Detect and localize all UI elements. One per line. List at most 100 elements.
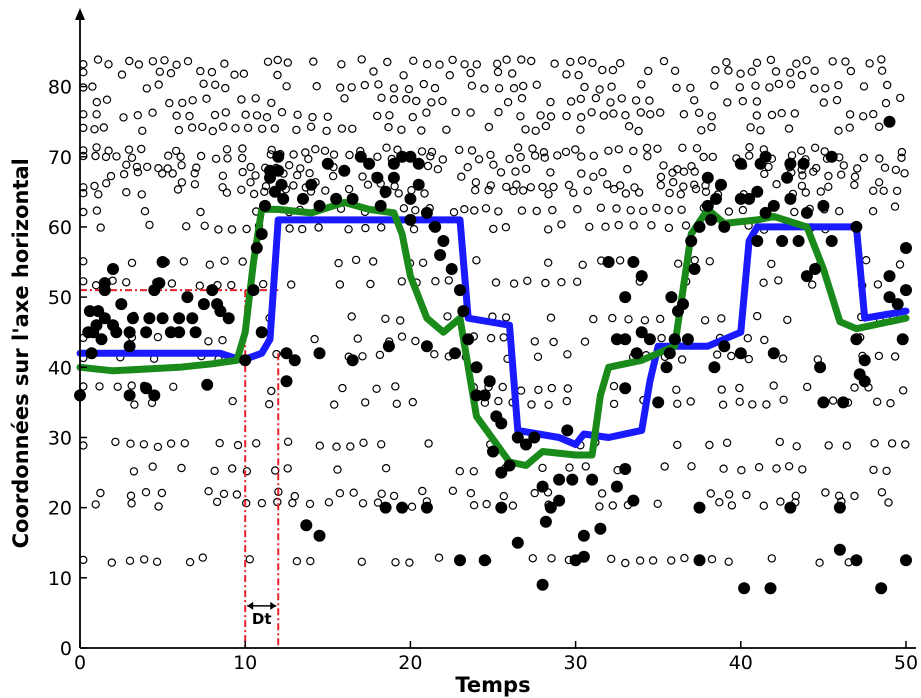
open-marker [832, 95, 842, 105]
open-marker [408, 112, 417, 122]
open-marker [547, 383, 557, 393]
open-marker [532, 206, 541, 216]
open-marker [653, 144, 662, 153]
filled-point [264, 164, 276, 177]
open-marker [519, 186, 528, 195]
filled-point [280, 375, 293, 388]
open-marker [314, 223, 323, 232]
open-marker [553, 151, 562, 160]
open-marker [747, 67, 757, 76]
open-marker [679, 182, 688, 191]
open-marker [369, 67, 378, 76]
filled-point [511, 431, 524, 444]
open-marker [841, 57, 850, 66]
open-marker [664, 223, 674, 233]
filled-point [250, 242, 263, 254]
open-marker [270, 124, 279, 133]
open-marker [791, 491, 801, 500]
open-marker [94, 190, 103, 199]
open-marker [96, 488, 105, 498]
y-tick-label: 80 [48, 77, 72, 99]
open-marker [708, 152, 718, 162]
open-marker [752, 58, 762, 68]
filled-point [354, 150, 367, 163]
open-marker [676, 190, 686, 199]
open-marker [187, 123, 197, 132]
filled-point [321, 157, 334, 170]
open-marker [196, 151, 206, 161]
open-marker [196, 66, 205, 76]
filled-point [470, 389, 483, 402]
open-marker [220, 256, 229, 265]
open-marker [760, 169, 769, 179]
open-marker [589, 314, 598, 324]
y-tick-label: 40 [48, 357, 72, 379]
filled-point [817, 199, 830, 212]
open-marker [746, 123, 755, 132]
open-marker [301, 148, 310, 157]
open-marker [222, 145, 232, 154]
open-marker [636, 108, 646, 117]
filled-point [825, 235, 838, 247]
open-marker [430, 83, 440, 93]
open-marker [865, 59, 874, 68]
open-marker [198, 122, 207, 132]
open-marker [589, 151, 599, 160]
open-marker [845, 110, 855, 119]
open-marker [508, 69, 517, 78]
open-marker [168, 169, 177, 178]
filled-point [214, 305, 227, 318]
filled-point [536, 480, 549, 493]
open-marker [208, 126, 217, 136]
open-marker [546, 112, 556, 121]
open-marker [427, 98, 436, 107]
open-marker [237, 185, 246, 194]
filled-point [153, 277, 166, 290]
open-marker [548, 205, 557, 215]
open-marker [798, 465, 807, 474]
open-marker [573, 204, 582, 214]
filled-point [896, 333, 909, 346]
open-marker [472, 256, 481, 265]
filled-point [688, 263, 701, 275]
open-marker [180, 439, 189, 448]
x-tick-label: 20 [398, 652, 422, 674]
filled-point [272, 150, 285, 163]
open-marker [550, 59, 559, 68]
open-marker [145, 220, 154, 230]
open-marker [834, 491, 844, 500]
filled-point [528, 431, 541, 444]
open-marker [394, 189, 403, 198]
open-marker [245, 555, 254, 564]
filled-point [239, 354, 252, 367]
open-marker [724, 557, 733, 567]
filled-point [164, 326, 177, 339]
open-marker [228, 396, 237, 406]
open-marker [754, 463, 764, 472]
filled-point [594, 522, 607, 535]
open-marker [562, 396, 572, 406]
open-marker [897, 147, 907, 157]
open-marker [530, 488, 539, 498]
open-marker [93, 55, 103, 64]
open-marker [727, 501, 737, 510]
open-marker [467, 146, 477, 155]
open-marker [195, 281, 204, 290]
open-marker [90, 125, 99, 134]
open-marker [238, 167, 247, 177]
open-marker [853, 164, 862, 173]
open-marker [358, 499, 368, 508]
open-marker [377, 93, 386, 103]
open-marker [808, 280, 817, 289]
open-marker [196, 207, 205, 217]
open-marker [669, 177, 678, 187]
open-marker [435, 60, 444, 69]
open-marker [418, 486, 427, 496]
open-marker [423, 161, 433, 171]
open-marker [310, 334, 319, 344]
open-marker [607, 82, 616, 91]
open-marker [329, 150, 339, 159]
open-marker [609, 399, 619, 409]
open-marker [126, 491, 136, 500]
filled-point [90, 319, 103, 332]
